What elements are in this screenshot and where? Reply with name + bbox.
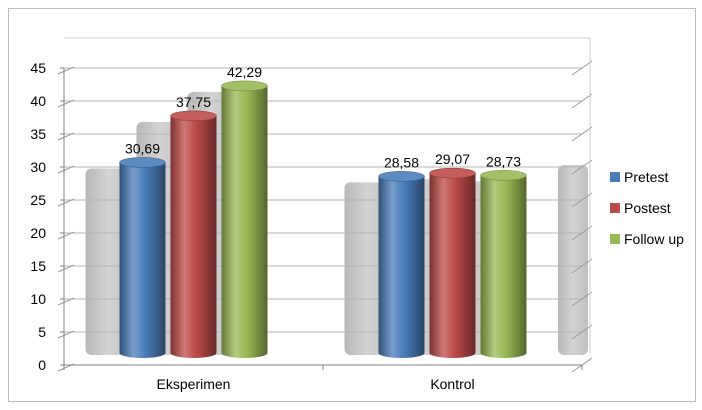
legend-item: Pretest bbox=[610, 169, 668, 185]
bar-body bbox=[119, 162, 166, 358]
gridline-diagonal bbox=[571, 225, 593, 241]
gridline-diagonal bbox=[571, 291, 593, 307]
bar bbox=[119, 157, 166, 358]
axes: 0 5 10 15 20 25 30 35 40 45 Eksperimen Kontrol bbox=[30, 60, 583, 392]
gridline-diagonal bbox=[571, 258, 593, 274]
bar-body bbox=[170, 115, 217, 358]
gridline-diagonal bbox=[571, 324, 593, 340]
x-tick-label: Eksperimen bbox=[157, 376, 231, 392]
gridline-diagonal bbox=[57, 330, 75, 339]
legend-swatch bbox=[610, 203, 620, 213]
y-tick-label: 40 bbox=[30, 93, 46, 109]
data-label: 30,69 bbox=[125, 140, 160, 156]
y-tick-label: 10 bbox=[30, 291, 46, 307]
bar-body bbox=[429, 173, 476, 358]
data-label: 29,07 bbox=[435, 151, 470, 167]
gridline-diagonal bbox=[57, 198, 75, 207]
data-label: 42,29 bbox=[227, 64, 262, 80]
legend-label: Follow up bbox=[624, 231, 684, 247]
y-tick-label: 5 bbox=[38, 324, 46, 340]
gridline-diagonal bbox=[571, 126, 593, 142]
data-label: 37,75 bbox=[176, 94, 211, 110]
y-tick-label: 30 bbox=[30, 159, 46, 175]
gridline-diagonal bbox=[571, 60, 593, 76]
gridline-diagonal bbox=[57, 66, 75, 75]
x-tick-label: Kontrol bbox=[430, 376, 474, 392]
bar-cap bbox=[119, 157, 166, 168]
bar bbox=[429, 167, 476, 358]
legend-item: Follow up bbox=[610, 231, 684, 247]
bar-body bbox=[221, 85, 268, 359]
gridline-diagonal bbox=[57, 132, 75, 141]
gridline-diagonal bbox=[571, 192, 593, 208]
bar-body bbox=[480, 175, 527, 358]
bar-shadow bbox=[558, 165, 588, 355]
bar bbox=[378, 171, 425, 358]
bar-cap bbox=[378, 171, 425, 182]
gridline-diagonal bbox=[57, 264, 75, 273]
data-labels: 30,69 37,75 42,29 28,58 29,07 28,73 bbox=[125, 64, 521, 170]
data-label: 28,58 bbox=[384, 154, 419, 170]
y-tick-label: 20 bbox=[30, 225, 46, 241]
y-tick-label: 0 bbox=[38, 357, 46, 373]
legend-swatch bbox=[610, 172, 620, 182]
bar bbox=[480, 170, 527, 358]
y-tick-label: 35 bbox=[30, 126, 46, 142]
legend-label: Postest bbox=[624, 200, 671, 216]
legend-swatch bbox=[610, 234, 620, 244]
gridline-diagonal bbox=[571, 93, 593, 109]
data-label: 28,73 bbox=[486, 153, 521, 169]
bars bbox=[119, 80, 527, 359]
gridline-diagonal bbox=[57, 99, 75, 108]
gridline-diagonal bbox=[571, 159, 593, 175]
bar-cap bbox=[429, 167, 476, 179]
bar bbox=[170, 110, 217, 358]
y-tick-label: 15 bbox=[30, 258, 46, 274]
bar-cap bbox=[480, 170, 527, 181]
bar bbox=[221, 80, 268, 359]
bar-body bbox=[378, 176, 425, 358]
gridline-diagonal bbox=[57, 297, 75, 306]
legend-item: Postest bbox=[610, 200, 671, 216]
bar-cap bbox=[221, 80, 268, 92]
legend: Pretest Postest Follow up bbox=[610, 169, 684, 247]
y-tick-label: 25 bbox=[30, 192, 46, 208]
gridline-diagonal bbox=[57, 231, 75, 240]
gridline-diagonal bbox=[57, 165, 75, 174]
legend-label: Pretest bbox=[624, 169, 668, 185]
bar-cap bbox=[170, 110, 217, 122]
y-tick-label: 45 bbox=[30, 60, 46, 76]
